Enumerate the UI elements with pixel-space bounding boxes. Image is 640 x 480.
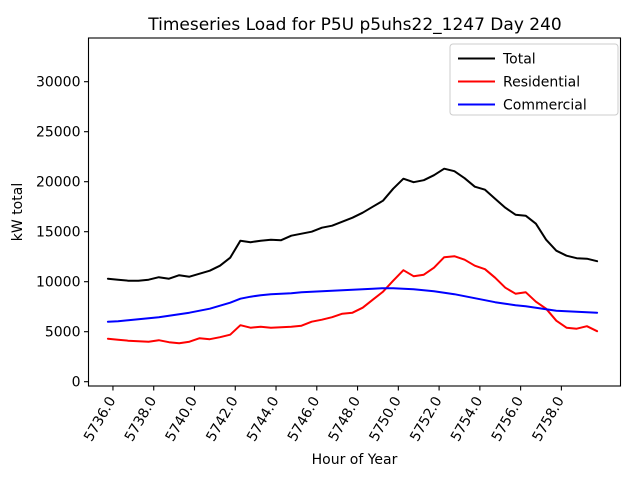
x-tick-label: 5754.0 — [448, 394, 486, 444]
y-tick-label: 10000 — [36, 275, 81, 291]
line-residential — [106, 255, 599, 345]
x-tick-label: 5758.0 — [529, 394, 567, 444]
legend-label-total: Total — [502, 52, 536, 68]
x-tick-label: 5748.0 — [326, 394, 364, 444]
y-axis-label: kW total — [10, 183, 26, 241]
plot-border — [87, 37, 622, 387]
x-axis-ticks: 5736.0 5738.0 5740.0 5742.0 5744.0 5746.0 5748… — [81, 386, 568, 444]
legend-label-residential: Residential — [503, 75, 580, 91]
x-tick-label: 5742.0 — [203, 394, 241, 444]
y-axis-ticks: 0 5000 10000 15000 20000 25000 30000 — [36, 75, 89, 391]
y-tick-label: 0 — [72, 375, 81, 391]
y-tick-label: 25000 — [36, 125, 81, 141]
x-tick-label: 5744.0 — [244, 394, 282, 444]
y-tick-label: 15000 — [36, 225, 81, 241]
legend: Total Residential Commercial — [449, 43, 619, 116]
x-tick-label: 5756.0 — [489, 394, 527, 444]
x-tick-label: 5746.0 — [285, 394, 323, 444]
y-tick-label: 30000 — [36, 75, 81, 91]
legend-frame — [449, 43, 619, 116]
y-tick-label: 20000 — [36, 175, 81, 191]
x-axis-label: Hour of Year — [312, 452, 398, 468]
chart-title: Timeseries Load for P5U p5uhs22_1247 Day… — [147, 15, 561, 35]
line-total — [106, 167, 599, 282]
line-commercial — [106, 287, 599, 323]
series-lines — [106, 167, 599, 345]
legend-label-commercial: Commercial — [503, 98, 587, 114]
x-tick-label: 5750.0 — [366, 394, 404, 444]
x-tick-label: 5740.0 — [163, 394, 201, 444]
x-tick-label: 5738.0 — [122, 394, 160, 444]
x-tick-label: 5752.0 — [407, 394, 445, 444]
x-tick-label: 5736.0 — [81, 394, 119, 444]
y-tick-label: 5000 — [45, 325, 81, 341]
